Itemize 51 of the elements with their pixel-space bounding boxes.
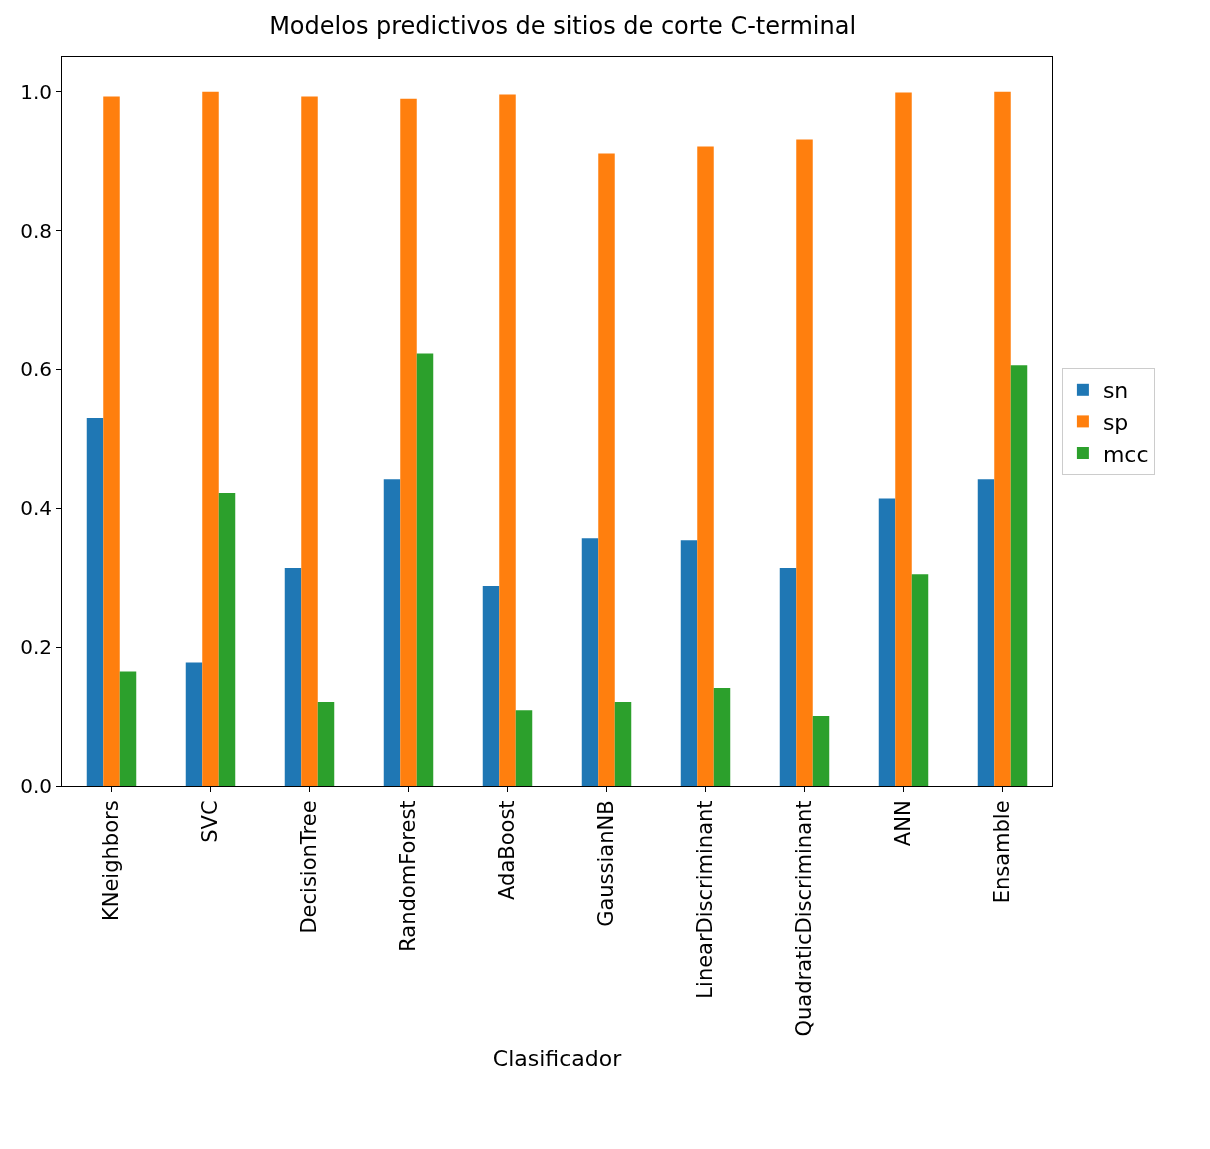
x-tick-label: SVC	[198, 800, 223, 843]
bar	[796, 139, 813, 786]
x-tick-label: QuadraticDiscriminant	[792, 800, 817, 1037]
x-tick-label: GaussianNB	[594, 800, 619, 927]
bar	[812, 715, 830, 786]
x-tick-label: DecisionTree	[297, 800, 322, 934]
legend-label: sp	[1102, 409, 1129, 435]
x-tick-label: AdaBoost	[495, 800, 520, 900]
bar	[119, 671, 137, 786]
x-tick-label: ANN	[891, 800, 916, 847]
x-axis-title: Clasificador	[492, 1046, 623, 1072]
legend-label: sn	[1102, 378, 1129, 404]
bar	[911, 574, 929, 786]
bar	[515, 710, 533, 786]
bar	[284, 567, 302, 786]
bar	[598, 153, 615, 786]
y-tick-label: 1.0	[20, 79, 52, 104]
bar	[697, 146, 714, 786]
y-tick-label: 0.8	[20, 218, 52, 243]
bar	[218, 493, 236, 786]
y-tick-label: 0.4	[20, 496, 52, 521]
bar	[317, 701, 335, 786]
bar	[713, 688, 731, 786]
bar	[680, 540, 698, 786]
bar	[878, 498, 896, 786]
bar	[994, 91, 1011, 786]
bar	[614, 701, 632, 786]
bar	[185, 662, 203, 786]
bar	[895, 92, 912, 786]
bar	[400, 98, 417, 786]
y-tick-label: 0.0	[20, 774, 52, 798]
legend-label: mcc	[1102, 441, 1149, 467]
bar	[416, 353, 434, 786]
y-tick-label: 0.6	[20, 357, 52, 382]
y-tick-label: 0.2	[20, 635, 52, 660]
bar	[86, 418, 104, 786]
bar	[779, 567, 797, 786]
x-tick-label: RandomForest	[396, 800, 421, 952]
bar	[499, 94, 516, 786]
x-tick-label: LinearDiscriminant	[693, 800, 718, 999]
x-tick-label: Ensamble	[990, 800, 1015, 904]
bar	[202, 91, 219, 786]
bar	[1010, 365, 1028, 786]
bar	[383, 479, 401, 786]
bar	[482, 586, 500, 786]
bar	[103, 96, 120, 786]
bar	[581, 538, 599, 786]
x-tick-label: KNeighbors	[99, 800, 124, 922]
bar	[977, 479, 995, 786]
chart-title: Modelos predictivos de sitios de corte C-terminal	[269, 12, 857, 41]
bar	[301, 96, 318, 786]
